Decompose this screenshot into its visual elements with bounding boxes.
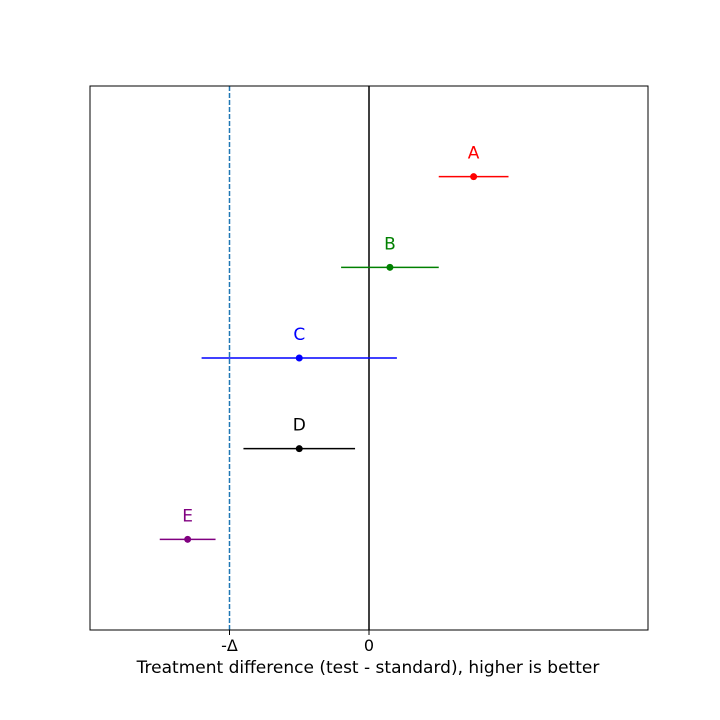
plot-frame [89, 85, 649, 631]
series-d: D [243, 416, 356, 453]
point-label: D [293, 416, 306, 436]
series-c: C [201, 325, 397, 362]
x-tick-label: -Δ [221, 636, 238, 655]
series-e: E [159, 506, 216, 543]
series-a: A [438, 144, 509, 181]
x-tick-label: 0 [364, 636, 374, 655]
series-b: B [341, 234, 439, 271]
marks-layer: A B C D E [159, 144, 509, 543]
x-axis-title: Treatment difference (test - standard), … [136, 658, 600, 678]
point-estimate-marker [184, 535, 192, 543]
point-estimate-marker [470, 173, 478, 181]
point-label: C [293, 325, 305, 345]
point-estimate-marker [295, 445, 303, 453]
point-estimate-marker [386, 263, 394, 271]
x-axis: -Δ 0 [221, 630, 374, 655]
point-label: B [384, 234, 396, 254]
point-label: A [468, 144, 480, 164]
point-label: E [182, 506, 193, 526]
point-estimate-marker [295, 354, 303, 362]
